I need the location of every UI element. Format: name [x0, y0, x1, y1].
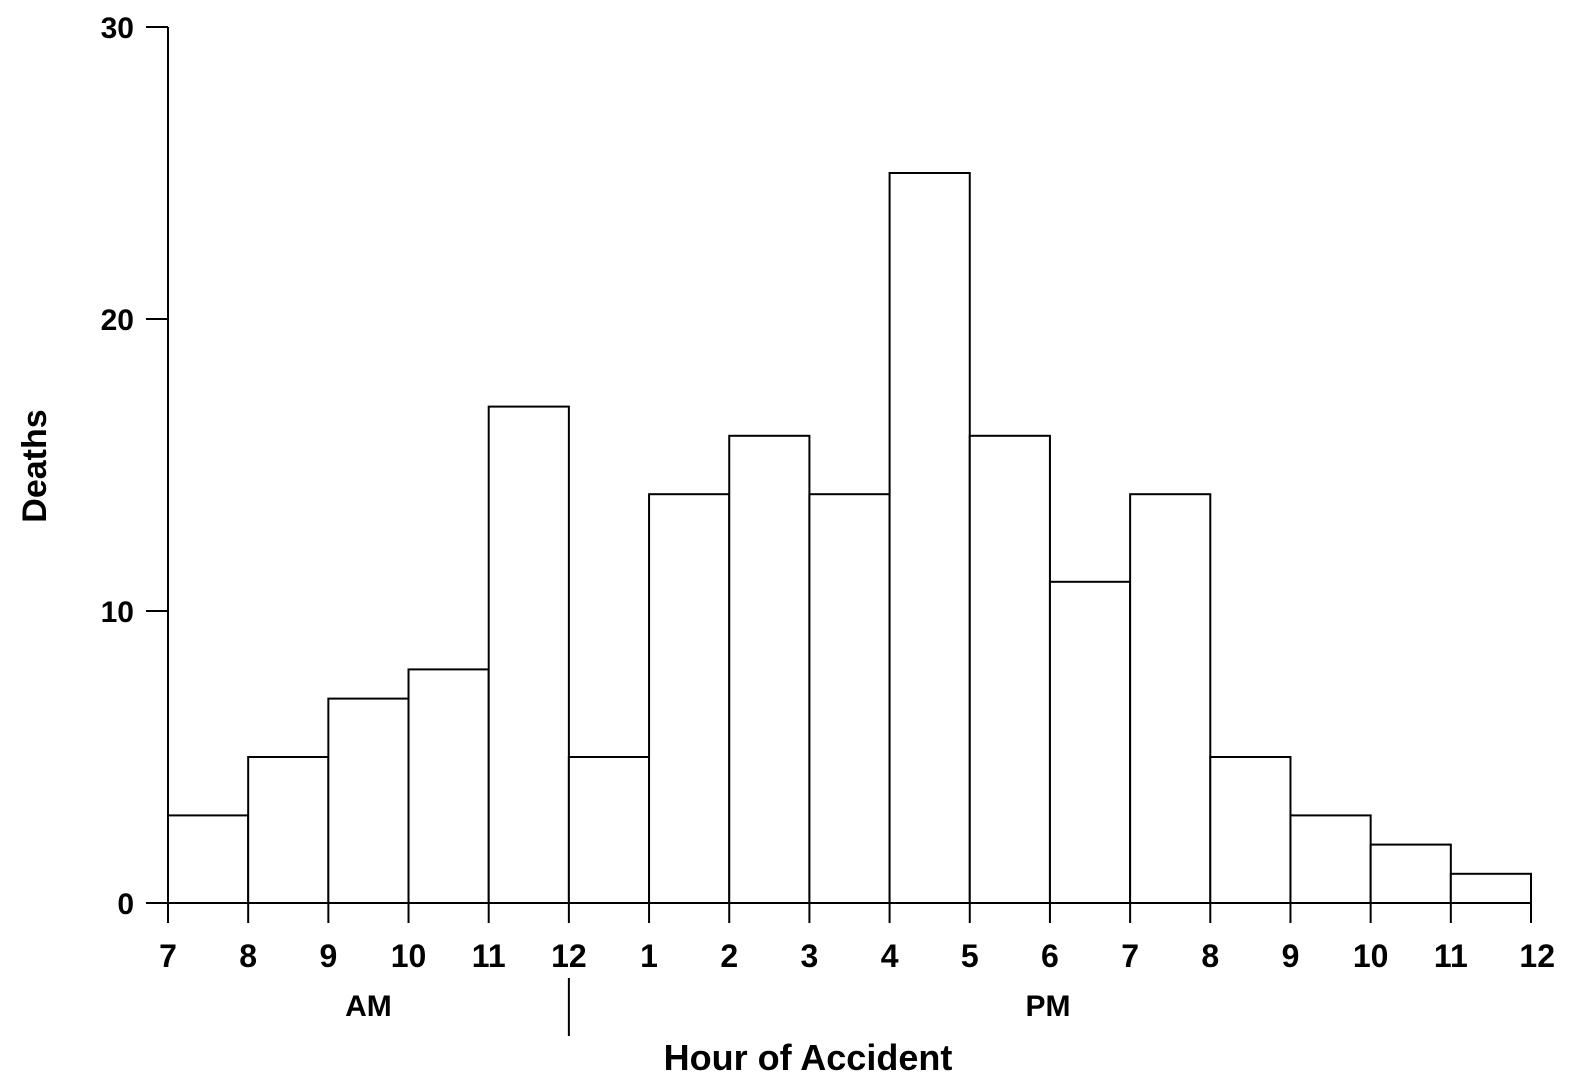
y-tick-label: 10: [101, 596, 134, 629]
histogram-bar: [808, 493, 891, 904]
histogram-bar: [1369, 843, 1452, 904]
histogram-bar: [1289, 814, 1372, 905]
histogram-bar: [648, 493, 731, 904]
bars-group: [167, 172, 1532, 905]
histogram-bar: [327, 697, 410, 904]
y-tick-label: 0: [117, 888, 134, 921]
histogram-bar: [888, 172, 971, 904]
histogram-bar: [1449, 872, 1532, 904]
x-tick-label: 5: [961, 938, 979, 974]
histogram-bar: [968, 434, 1051, 904]
y-tick-label: 20: [101, 304, 134, 337]
histogram-bar: [728, 434, 811, 904]
x-tick-label: 3: [801, 938, 819, 974]
x-tick-label: 1: [640, 938, 658, 974]
histogram-bar: [567, 756, 651, 904]
x-axis-title: Hour of Accident: [664, 1037, 953, 1078]
x-tick-label: 10: [1353, 938, 1389, 974]
am-label: AM: [345, 990, 392, 1023]
x-tick-label: 6: [1041, 938, 1059, 974]
x-tick-label: 11: [1434, 938, 1468, 974]
pm-label: PM: [1026, 990, 1071, 1023]
histogram-bar: [407, 668, 490, 905]
x-tick-label: 12: [1519, 938, 1555, 974]
histogram-bar: [1048, 580, 1132, 904]
histogram-bar: [167, 814, 250, 905]
x-tick-label: 8: [1201, 938, 1219, 974]
histogram-bar: [247, 756, 330, 904]
x-tick-label: 9: [1282, 938, 1300, 974]
axes-group: [146, 27, 1531, 911]
y-axis-title: Deaths: [16, 409, 54, 522]
x-tick-label: 2: [720, 938, 738, 974]
x-tick-label: 12: [551, 938, 587, 974]
x-tick-label: 8: [239, 938, 257, 974]
x-ticks-group: 7 8 9 10 11 12 1 2 3 4 5 6 7 8 9 10 11 12: [159, 903, 1555, 974]
x-tick-label: 11: [472, 938, 506, 974]
y-tick-label: 30: [101, 12, 134, 45]
histogram-bar: [1129, 493, 1212, 904]
histogram-bar: [1209, 756, 1292, 904]
x-tick-label: 4: [881, 938, 899, 974]
x-tick-label: 7: [159, 938, 177, 974]
x-tick-label: 7: [1121, 938, 1139, 974]
x-tick-label: 9: [319, 938, 337, 974]
y-ticks-group: 0 10 20 30: [101, 12, 168, 921]
histogram-bar: [487, 405, 570, 904]
x-tick-label: 10: [391, 938, 427, 974]
